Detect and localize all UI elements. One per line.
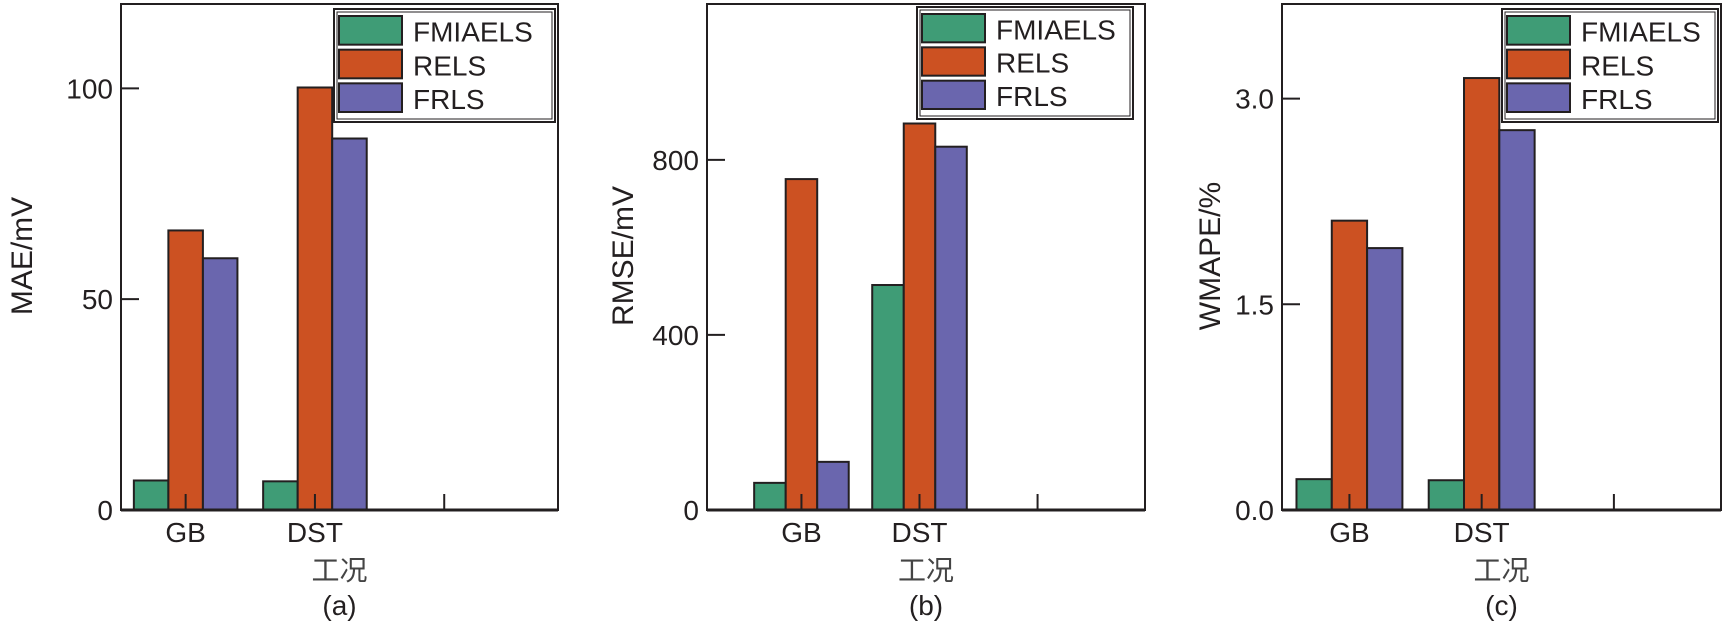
panel-label: (a) xyxy=(322,590,356,621)
legend-swatch-fmiaels xyxy=(1506,15,1571,46)
bar-rels-dst xyxy=(1463,77,1501,512)
legend-label-rels: RELS xyxy=(996,48,1069,79)
panel-label: (b) xyxy=(909,590,943,621)
x-axis-label: 工况 xyxy=(1473,554,1529,587)
legend-label-fmiaels: FMIAELS xyxy=(1581,17,1701,48)
legend-inner-border xyxy=(1504,11,1716,120)
y-tick-label: 50 xyxy=(82,284,113,315)
legend-swatch-frls xyxy=(338,82,403,114)
bar-fmiaels-gb xyxy=(753,481,787,511)
y-tick-label: 0 xyxy=(97,495,113,526)
bar-rels-gb xyxy=(784,178,819,511)
x-tick-label: DST xyxy=(892,517,948,548)
bar-fmiaels-gb xyxy=(1295,478,1333,511)
bar-fmiaels-dst xyxy=(1427,479,1466,511)
bar-frls-dst xyxy=(1498,129,1536,511)
x-tick-label: GB xyxy=(1329,517,1369,548)
legend-swatch-rels xyxy=(921,46,986,77)
bar-frls-dst xyxy=(331,137,368,511)
legend-inner-border xyxy=(919,9,1131,117)
bar-rels-dst xyxy=(902,122,937,511)
y-axis-label: WMAPE/% xyxy=(1194,182,1227,330)
y-tick-label: 1.5 xyxy=(1235,289,1274,320)
x-tick-label: GB xyxy=(781,517,821,548)
legend-swatch-fmiaels xyxy=(338,15,403,46)
y-tick-label: 800 xyxy=(652,145,699,176)
panel-label: (c) xyxy=(1485,590,1518,621)
y-tick-label: 0 xyxy=(683,495,699,526)
y-tick-label: 100 xyxy=(66,73,113,104)
bar-frls-gb xyxy=(816,460,850,512)
legend-label-rels: RELS xyxy=(1581,50,1654,81)
y-tick-label: 0.0 xyxy=(1235,495,1274,526)
bar-rels-gb xyxy=(1330,219,1369,511)
y-tick-label: 3.0 xyxy=(1235,84,1274,115)
legend-label-frls: FRLS xyxy=(413,84,485,115)
x-tick-label: DST xyxy=(287,517,343,548)
legend-swatch-frls xyxy=(1506,82,1571,114)
bar-fmiaels-dst xyxy=(262,480,299,511)
y-tick-label: 400 xyxy=(652,320,699,351)
bar-rels-gb xyxy=(167,229,204,511)
legend-inner-border xyxy=(336,11,553,120)
legend-label-rels: RELS xyxy=(413,50,486,81)
bar-fmiaels-gb xyxy=(132,479,170,512)
x-axis-label: 工况 xyxy=(898,554,954,587)
x-tick-label: DST xyxy=(1454,517,1510,548)
chart-panel-c: 0.0 1.5 3.0 GB DST WMAPE/% 工况(c) FMIAELSRELSFRL… xyxy=(1194,3,1722,621)
legend-swatch-fmiaels xyxy=(921,13,986,44)
x-axis-label: 工况 xyxy=(311,554,367,587)
bar-fmiaels-dst xyxy=(871,284,905,512)
legend-label-frls: FRLS xyxy=(1581,84,1653,115)
y-axis-label: MAE/mV xyxy=(6,197,39,315)
bar-frls-dst xyxy=(934,145,968,511)
y-axis-label: RMSE/mV xyxy=(607,186,640,326)
legend-swatch-rels xyxy=(1506,48,1571,80)
bar-rels-dst xyxy=(296,86,334,512)
x-tick-label: GB xyxy=(165,517,205,548)
bar-frls-gb xyxy=(201,257,239,512)
legend-swatch-frls xyxy=(921,79,986,110)
legend-label-frls: FRLS xyxy=(996,81,1068,112)
legend-label-fmiaels: FMIAELS xyxy=(413,17,533,48)
bar-frls-gb xyxy=(1366,247,1404,511)
legend-swatch-rels xyxy=(338,48,403,80)
legend-label-fmiaels: FMIAELS xyxy=(996,14,1116,45)
